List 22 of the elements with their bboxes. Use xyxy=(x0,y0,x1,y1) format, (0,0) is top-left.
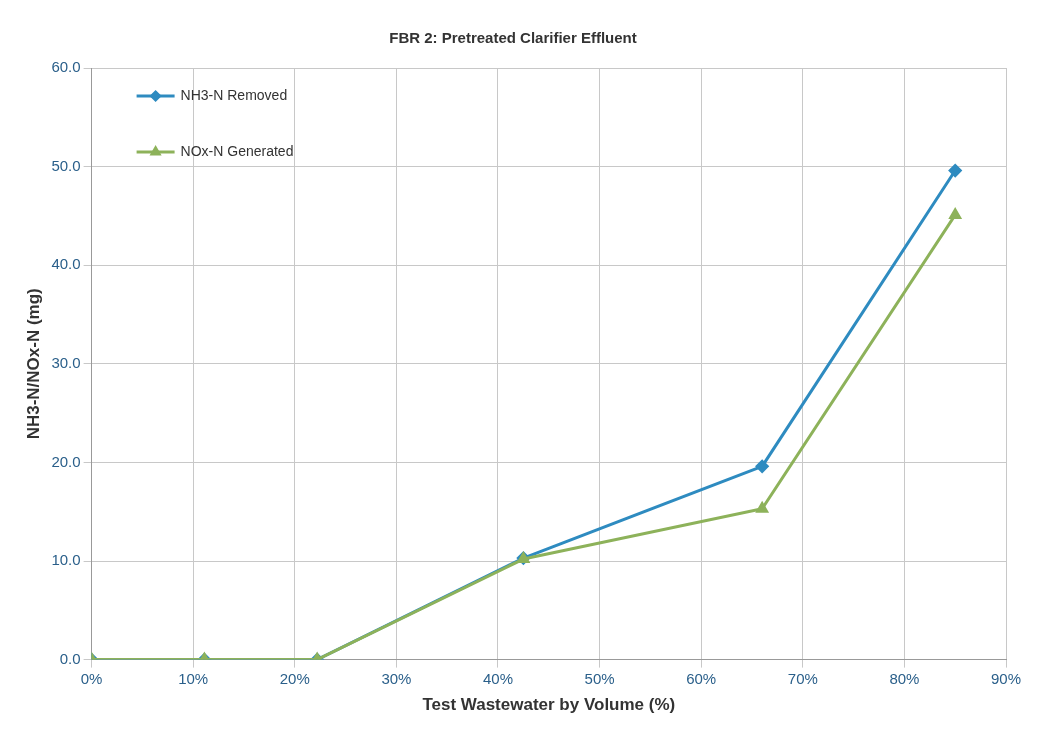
y-tick-label: 40.0 xyxy=(51,255,81,273)
x-tick-label: 20% xyxy=(279,669,310,687)
y-axis-title: NH3-N/NOx-N (mg) xyxy=(23,288,43,440)
x-tick-label: 90% xyxy=(990,669,1022,687)
x-tick-label: 50% xyxy=(584,669,615,687)
x-tick-label: 60% xyxy=(686,669,717,687)
x-tick-label: 10% xyxy=(178,669,209,687)
x-axis-title: Test Wastewater by Volume (%) xyxy=(422,695,676,715)
x-tick-label: 30% xyxy=(381,669,412,687)
x-tick-label: 0% xyxy=(80,669,103,687)
x-tick-label: 70% xyxy=(787,669,818,687)
y-tick-label: 30.0 xyxy=(51,353,81,371)
y-tick-label: 60.0 xyxy=(51,58,81,76)
legend-label: NH3-N Removed xyxy=(180,86,288,103)
x-tick-label: 40% xyxy=(482,669,514,687)
y-tick-label: 50.0 xyxy=(51,156,81,174)
chart-title: FBR 2: Pretreated Clarifier Effluent xyxy=(389,29,637,47)
y-tick-label: 10.0 xyxy=(51,551,81,569)
y-tick-label: 0.0 xyxy=(59,649,81,667)
y-tick-label: 20.0 xyxy=(51,452,81,470)
x-tick-label: 80% xyxy=(889,669,920,687)
legend-label: NOx-N Generated xyxy=(180,142,294,159)
